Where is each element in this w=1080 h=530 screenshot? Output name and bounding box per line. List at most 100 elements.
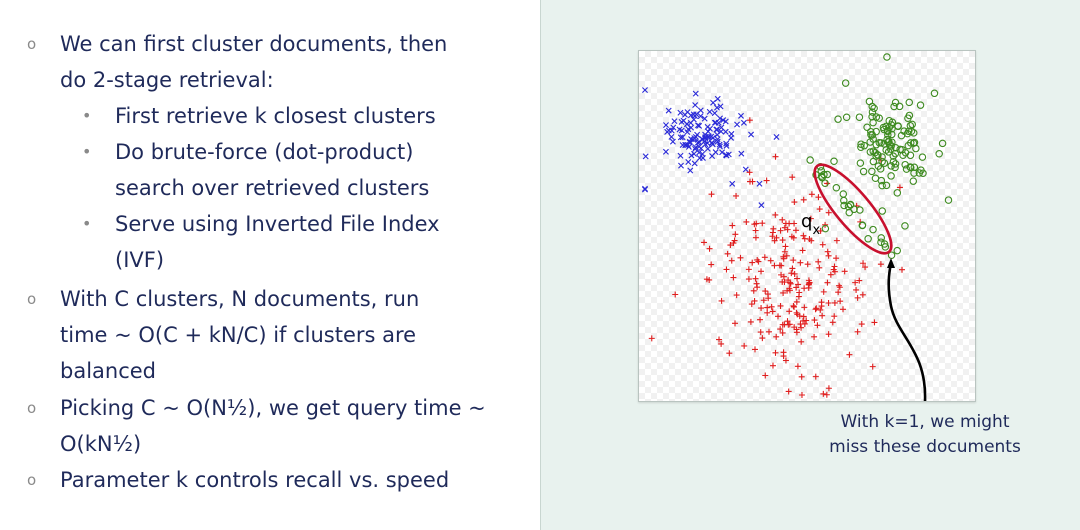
scatter-point (801, 304, 808, 311)
scatter-point (716, 141, 723, 148)
scatter-point (708, 140, 715, 147)
scatter-point (757, 329, 764, 336)
scatter-point (796, 313, 803, 320)
bullet-line: (IVF) (115, 248, 165, 272)
scatter-point (910, 138, 919, 147)
scatter-point (682, 142, 689, 148)
scatter-point (696, 138, 703, 145)
scatter-point (786, 308, 793, 315)
scatter-point (771, 237, 778, 244)
scatter-point (688, 124, 695, 131)
bullet-line: O(kN½) (60, 432, 142, 456)
scatter-point (786, 285, 793, 292)
scatter-point (869, 147, 877, 156)
scatter-point (882, 181, 891, 190)
scatter-point (772, 349, 779, 356)
bullet-query-time: o Picking C ~ O(N½), we get query time ~… (27, 390, 520, 462)
scatter-point (753, 220, 760, 227)
scatter-point (836, 284, 843, 291)
scatter-point (677, 134, 684, 141)
scatter-point (780, 255, 787, 262)
scatter-point (907, 139, 915, 147)
scatter-point (696, 149, 703, 156)
scatter-point (790, 257, 797, 264)
scatter-point (663, 122, 669, 129)
scatter-point (724, 250, 731, 257)
scatter-point (718, 297, 725, 304)
blue-cluster-points (642, 87, 780, 209)
scatter-point (837, 298, 844, 305)
bullet-cluster-then-retrieve: o We can first cluster documents, then d… (27, 26, 520, 98)
scatter-point (779, 321, 786, 328)
scatter-point (815, 258, 822, 265)
scatter-point (746, 117, 753, 124)
scatter-point (794, 363, 801, 370)
scatter-point (833, 237, 840, 244)
scatter-point (777, 227, 784, 234)
scatter-point (785, 388, 792, 395)
scatter-point (711, 110, 718, 117)
scatter-point (752, 234, 759, 241)
scatter-point (815, 194, 822, 201)
bullet-marker: o (27, 290, 37, 308)
scatter-point (877, 238, 885, 246)
scatter-point (701, 115, 708, 122)
scatter-point (918, 153, 927, 161)
scatter-point (769, 308, 776, 315)
scatter-point (889, 157, 898, 166)
bullet-marker: o (27, 35, 37, 53)
scatter-point (671, 118, 678, 125)
scatter-point (860, 141, 869, 150)
scatter-point (822, 221, 829, 228)
scatter-point (880, 159, 889, 167)
scatter-point (773, 333, 780, 340)
scatter-point (891, 160, 900, 168)
scatter-point (868, 108, 877, 116)
scatter-point (769, 233, 776, 240)
scatter-point (866, 148, 875, 156)
scatter-point (679, 134, 686, 141)
scatter-point (905, 98, 914, 107)
scatter-point (841, 79, 850, 87)
scatter-point (788, 270, 795, 277)
scatter-point (688, 136, 695, 143)
scatter-point (733, 292, 740, 299)
scatter-point (710, 99, 717, 106)
scatter-point (895, 102, 904, 111)
scatter-point (789, 265, 796, 272)
scatter-point (670, 124, 677, 131)
scatter-point (733, 192, 740, 199)
scatter-point (692, 102, 699, 109)
scatter-point (827, 271, 834, 278)
scatter-point (798, 392, 805, 398)
arrow-head (887, 258, 895, 268)
scatter-point (907, 127, 916, 135)
scatter-point (716, 336, 723, 343)
scatter-point (825, 331, 832, 338)
scatter-point (830, 157, 838, 166)
scatter-point (777, 326, 784, 333)
scatter-point (705, 133, 712, 140)
scatter-point (759, 335, 766, 342)
scatter-point (688, 152, 695, 159)
scatter-point (812, 373, 819, 380)
bullet-line: time ~ O(C + kN/C) if clusters are (60, 323, 417, 347)
scatter-point (878, 207, 887, 215)
scatter-point (767, 257, 774, 264)
scatter-point (817, 306, 824, 313)
scatter-point (791, 220, 798, 227)
scatter-point (699, 151, 706, 157)
scatter-point (751, 297, 758, 304)
bullet-line: do 2-stage retrieval: (60, 68, 274, 92)
scatter-point (697, 113, 704, 120)
scatter-point (877, 234, 885, 242)
scatter-point (800, 196, 807, 203)
scatter-point (762, 372, 769, 379)
scatter-point (704, 145, 711, 152)
scatter-point (839, 190, 848, 198)
scatter-point (708, 261, 715, 268)
scatter-point (846, 200, 855, 209)
scatter-point (798, 324, 805, 331)
scatter-point (781, 248, 788, 255)
scatter-point (723, 152, 730, 159)
